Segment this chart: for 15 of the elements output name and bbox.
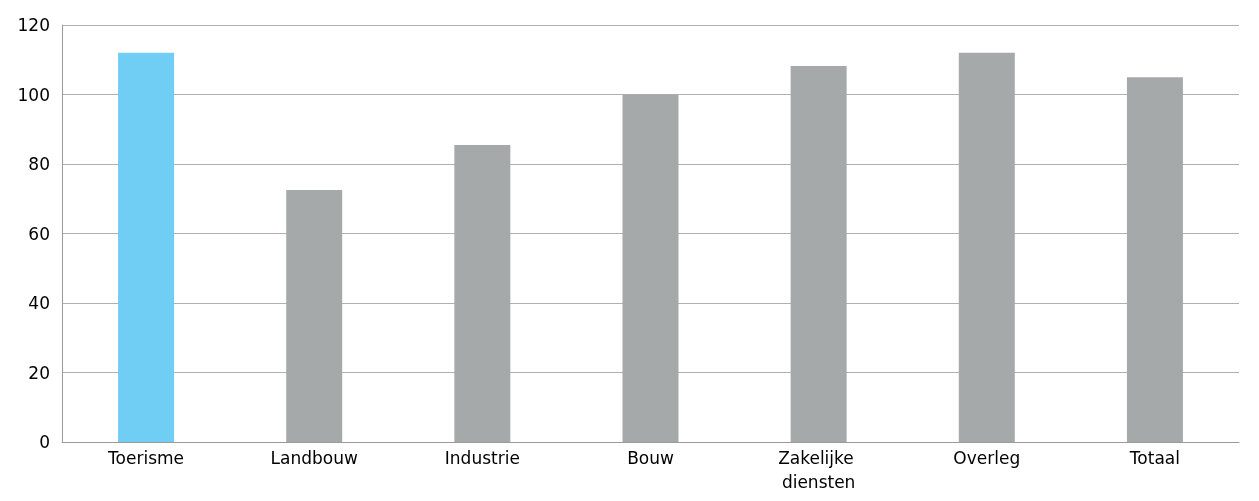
x-tick-label: Overleg [953,448,1021,468]
x-tick-label: Totaal [1128,448,1180,468]
bar [118,52,175,442]
x-tick-label: Zakelijke diensten [778,448,860,492]
x-tick-label: Toerisme [107,448,185,468]
y-tick-label: 120 [17,15,50,35]
y-tick-label: 20 [28,362,50,383]
x-tick-label: Industrie [444,448,520,468]
y-tick-label: 100 [17,84,50,105]
y-tick-label: 0 [39,432,50,452]
x-tick-label: Bouw [627,448,674,468]
y-tick-label: 60 [28,223,50,244]
y-tick-label: 80 [28,154,50,174]
x-tick-label: Landbouw [270,448,358,468]
y-tick-label: 40 [28,293,50,313]
